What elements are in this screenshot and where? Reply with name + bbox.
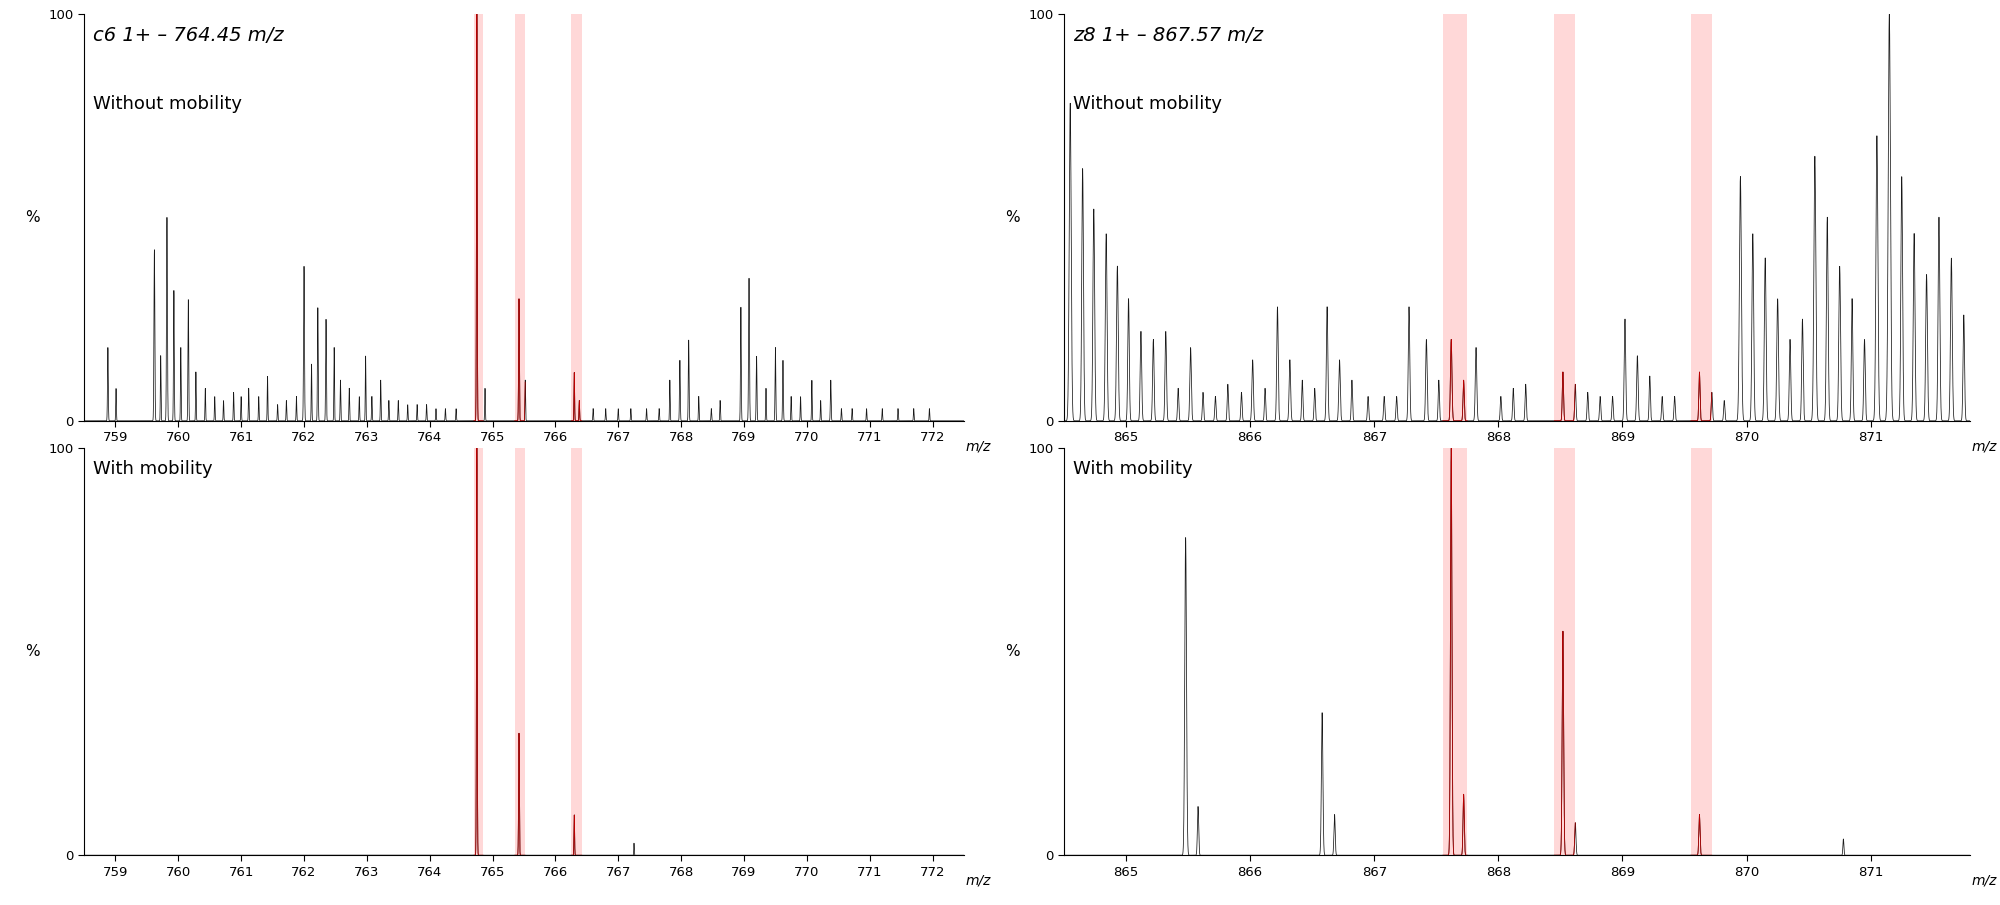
Bar — [514, 448, 526, 855]
Bar — [1442, 448, 1468, 855]
Text: With mobility: With mobility — [1074, 461, 1192, 478]
Y-axis label: %: % — [26, 644, 40, 659]
Text: Without mobility: Without mobility — [92, 95, 242, 113]
Y-axis label: %: % — [1006, 644, 1020, 659]
Bar — [1554, 14, 1576, 421]
Bar — [1442, 14, 1468, 421]
Text: With mobility: With mobility — [92, 461, 212, 478]
Text: m/z: m/z — [1972, 439, 1998, 453]
Text: z8 1+ – 867.57 m/z: z8 1+ – 867.57 m/z — [1074, 25, 1264, 44]
Y-axis label: %: % — [1006, 210, 1020, 224]
Text: m/z: m/z — [966, 439, 992, 453]
Bar — [1554, 448, 1576, 855]
Bar — [1690, 14, 1712, 421]
Bar — [514, 14, 526, 421]
Text: m/z: m/z — [1972, 873, 1998, 888]
Text: c6 1+ – 764.45 m/z: c6 1+ – 764.45 m/z — [92, 25, 284, 44]
Bar — [474, 448, 484, 855]
Bar — [474, 14, 484, 421]
Text: Without mobility: Without mobility — [1074, 95, 1222, 113]
Bar — [572, 448, 582, 855]
Bar — [572, 14, 582, 421]
Bar — [1690, 448, 1712, 855]
Y-axis label: %: % — [26, 210, 40, 224]
Text: m/z: m/z — [966, 873, 992, 888]
